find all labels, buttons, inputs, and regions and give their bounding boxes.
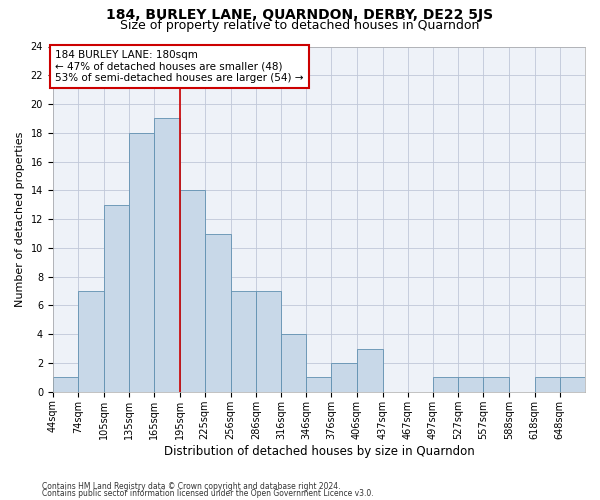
Bar [433,378,458,392]
Text: 184 BURLEY LANE: 180sqm
← 47% of detached houses are smaller (48)
53% of semi-de: 184 BURLEY LANE: 180sqm ← 47% of detache… [55,50,304,83]
Y-axis label: Number of detached properties: Number of detached properties [15,132,25,307]
Bar [179,190,205,392]
Bar [231,291,256,392]
Bar [129,133,154,392]
Text: 184, BURLEY LANE, QUARNDON, DERBY, DE22 5JS: 184, BURLEY LANE, QUARNDON, DERBY, DE22 … [106,8,494,22]
Bar [331,363,356,392]
Bar [458,378,484,392]
Bar [484,378,509,392]
Bar [356,348,383,392]
Bar [281,334,306,392]
Text: Contains public sector information licensed under the Open Government Licence v3: Contains public sector information licen… [42,489,374,498]
Bar [78,291,104,392]
Bar [205,234,231,392]
Bar [104,205,129,392]
Bar [53,378,78,392]
Bar [154,118,179,392]
X-axis label: Distribution of detached houses by size in Quarndon: Distribution of detached houses by size … [164,444,474,458]
Bar [560,378,585,392]
Text: Size of property relative to detached houses in Quarndon: Size of property relative to detached ho… [121,19,479,32]
Bar [306,378,331,392]
Bar [256,291,281,392]
Text: Contains HM Land Registry data © Crown copyright and database right 2024.: Contains HM Land Registry data © Crown c… [42,482,341,491]
Bar [535,378,560,392]
